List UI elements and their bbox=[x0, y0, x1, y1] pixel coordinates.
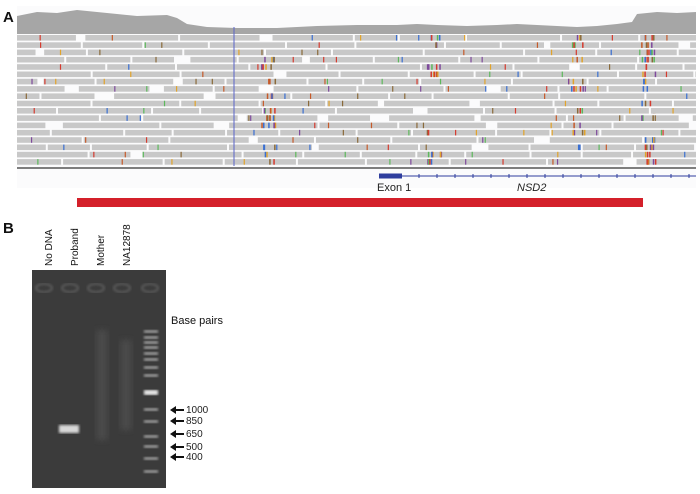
lane-label-mother: Mother bbox=[96, 234, 107, 266]
size-marker-1000: 1000 bbox=[170, 404, 208, 416]
arrow-left-icon bbox=[170, 417, 176, 425]
size-marker-850: 850 bbox=[170, 415, 203, 427]
lane-label-na12878: NA12878 bbox=[122, 224, 133, 266]
agarose-gel-image bbox=[32, 270, 166, 488]
gene-name-label: NSD2 bbox=[517, 182, 547, 194]
arrow-left-icon bbox=[170, 453, 176, 461]
lane-label-no-dna: No DNA bbox=[44, 229, 55, 266]
arrow-left-icon bbox=[170, 443, 176, 451]
panel-a-label: A bbox=[3, 9, 14, 26]
size-marker-500: 500 bbox=[170, 441, 203, 453]
igv-alignment-view bbox=[17, 6, 696, 188]
arrow-left-icon bbox=[170, 430, 176, 438]
size-marker-400: 400 bbox=[170, 451, 203, 463]
base-pairs-title: Base pairs bbox=[171, 315, 223, 327]
exon-1-label: Exon 1 bbox=[377, 182, 412, 194]
deletion-region-bar bbox=[77, 198, 643, 207]
panel-b-label: B bbox=[3, 220, 14, 237]
read-alignment-track bbox=[17, 27, 696, 179]
arrow-left-icon bbox=[170, 406, 176, 414]
size-marker-650: 650 bbox=[170, 428, 203, 440]
coverage-track bbox=[17, 10, 696, 34]
lane-label-proband: Proband bbox=[70, 228, 81, 266]
